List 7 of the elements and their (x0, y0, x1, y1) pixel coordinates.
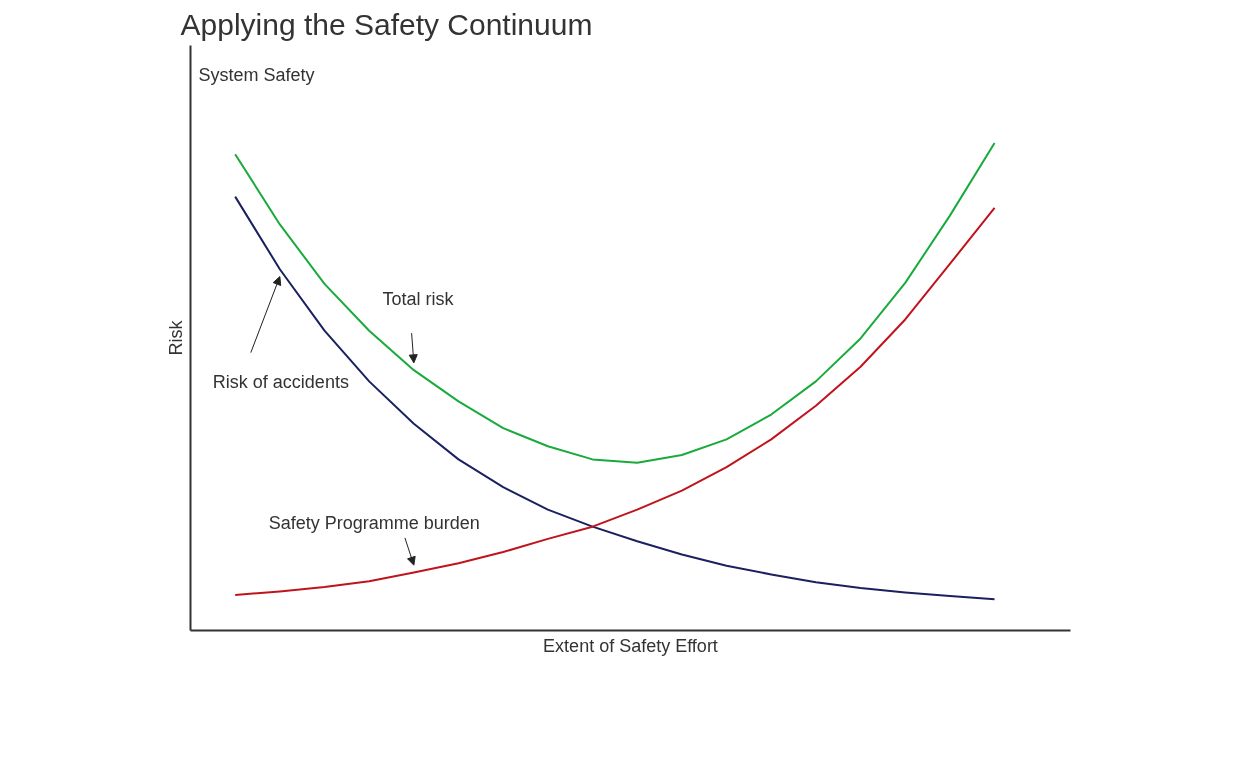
series-label: Safety Programme burden (268, 513, 480, 533)
series-label: Risk of accidents (212, 372, 349, 393)
chart-title: Applying the Safety Continuum (180, 7, 593, 41)
x-axis-title: Extent of Safety Effort (543, 635, 718, 656)
y-axis-title: Risk (165, 319, 186, 356)
series-label: Total risk (382, 288, 455, 309)
text: System Safety (198, 64, 315, 85)
